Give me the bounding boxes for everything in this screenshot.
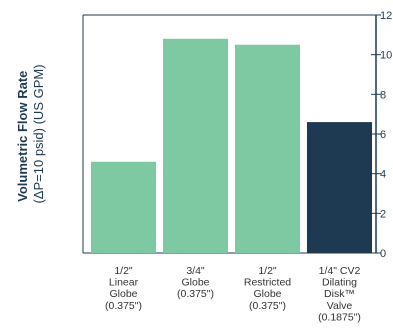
x-tick-label-2: 3/4" Globe (0.375") [177,265,214,300]
y-axis-title-main: Volumetric Flow Rate [15,71,30,202]
y-tick-label-2: 2 [380,208,386,220]
x-tick-label-1: 1/2" Linear Globe (0.375") [105,265,142,312]
x-tick-label-line: (0.1875") [318,311,361,323]
y-tick-label-0: 0 [380,248,386,260]
bar-1 [91,161,156,253]
x-tick-label-line: Globe [109,288,137,300]
bars-group [91,38,372,253]
y-tick-label-6: 6 [380,129,386,141]
x-tick-label-line: (0.375") [105,300,142,312]
x-tick-label-line: 1/2" [258,265,277,277]
x-tick-label-line: 1/2" [114,265,133,277]
x-tick-label-line: (0.375") [249,300,286,312]
x-tick-label-line: Linear [109,277,139,289]
x-tick-label-line: Valve [327,300,353,312]
bar-3 [235,44,300,253]
x-tick-label-line: Globe [181,277,209,289]
bar-4 [307,122,372,253]
x-tick-label-line: Disk™ [324,288,355,300]
y-axis-title-sub: (ΔP=10 psid) (US GPM) [31,64,46,203]
x-tick-label-line: (0.375") [177,288,214,300]
y-tick-label-10: 10 [380,50,392,62]
x-axis-labels: 1/2" Linear Globe (0.375")3/4" Globe (0.375")… [105,265,361,323]
y-axis-title: Volumetric Flow Rate (ΔP=10 psid) (US GP… [14,64,46,203]
y-tick-label-8: 8 [380,89,386,101]
y-tick-label-4: 4 [380,169,386,181]
y-axis: 0 2 4 6 8 10 12 [371,10,392,260]
x-tick-label-line: Globe [253,288,281,300]
bar-2 [163,38,228,253]
x-tick-label-3: 1/2" Restricted Globe (0.375") [244,265,291,312]
x-tick-label-line: 3/4" [186,265,205,277]
y-tick-label-12: 12 [380,10,392,22]
x-tick-label-line: Dilating [322,277,357,289]
x-tick-label-line: Restricted [244,277,291,289]
x-tick-label-4: 1/4" CV2 Dilating Disk™ Valve (0.1875") [318,265,361,323]
x-tick-label-line: 1/4" CV2 [319,265,361,277]
